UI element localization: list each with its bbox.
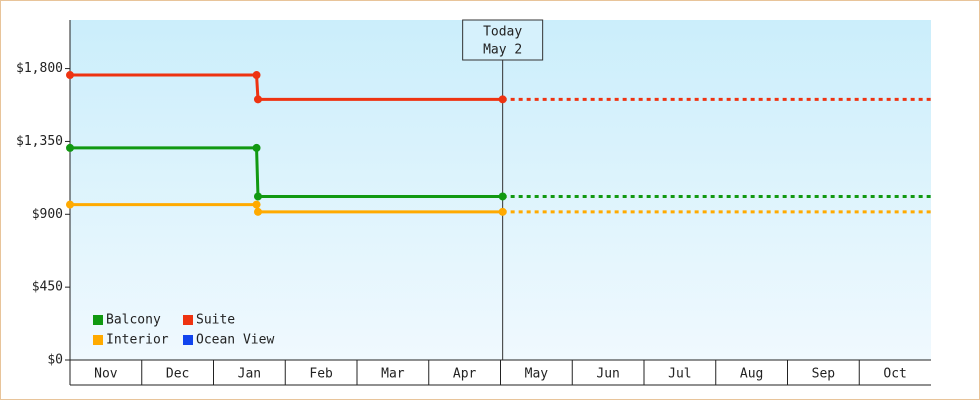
x-tick-label: Sep	[812, 367, 836, 382]
x-tick-label: Feb	[309, 367, 333, 382]
y-tick-label: $1,350	[16, 134, 63, 149]
legend-label: Ocean View	[196, 333, 274, 348]
legend-label: Balcony	[106, 313, 161, 328]
y-tick-label: $0	[47, 353, 63, 368]
legend-swatch	[183, 315, 193, 325]
legend-label: Suite	[196, 313, 235, 328]
today-box	[462, 19, 544, 61]
x-tick-label: Oct	[883, 367, 906, 382]
x-tick-label: May	[525, 367, 549, 382]
series-line	[70, 73, 503, 101]
y-tick-label: $900	[32, 207, 63, 222]
point	[253, 207, 262, 216]
point	[253, 95, 262, 104]
legend-swatch	[183, 335, 193, 345]
point	[66, 71, 74, 80]
point	[252, 143, 261, 152]
today-date: May 2	[483, 43, 522, 58]
point	[252, 71, 261, 80]
x-tick-label: Dec	[166, 367, 189, 382]
point	[498, 95, 507, 104]
point	[498, 192, 507, 201]
x-tick-label: Jan	[238, 367, 261, 382]
x-tick-label: Jul	[668, 367, 691, 382]
y-tick-label: $1,800	[16, 61, 63, 76]
y-tick-label: $450	[32, 280, 63, 295]
today-label: Today	[483, 25, 522, 40]
point	[66, 143, 74, 152]
legend-label: Interior	[106, 333, 169, 348]
x-tick-label: Aug	[740, 367, 763, 382]
x-tick-label: Jun	[596, 367, 619, 382]
legend-swatch	[93, 335, 103, 345]
x-tick-label: Mar	[381, 367, 405, 382]
series-line	[70, 146, 503, 198]
point	[252, 200, 261, 209]
point	[253, 192, 262, 201]
x-tick-label: Apr	[453, 367, 477, 382]
point	[66, 200, 74, 209]
x-tick-label: Nov	[94, 367, 118, 382]
plot-area	[70, 20, 931, 360]
point	[498, 207, 507, 216]
legend-swatch	[93, 315, 103, 325]
